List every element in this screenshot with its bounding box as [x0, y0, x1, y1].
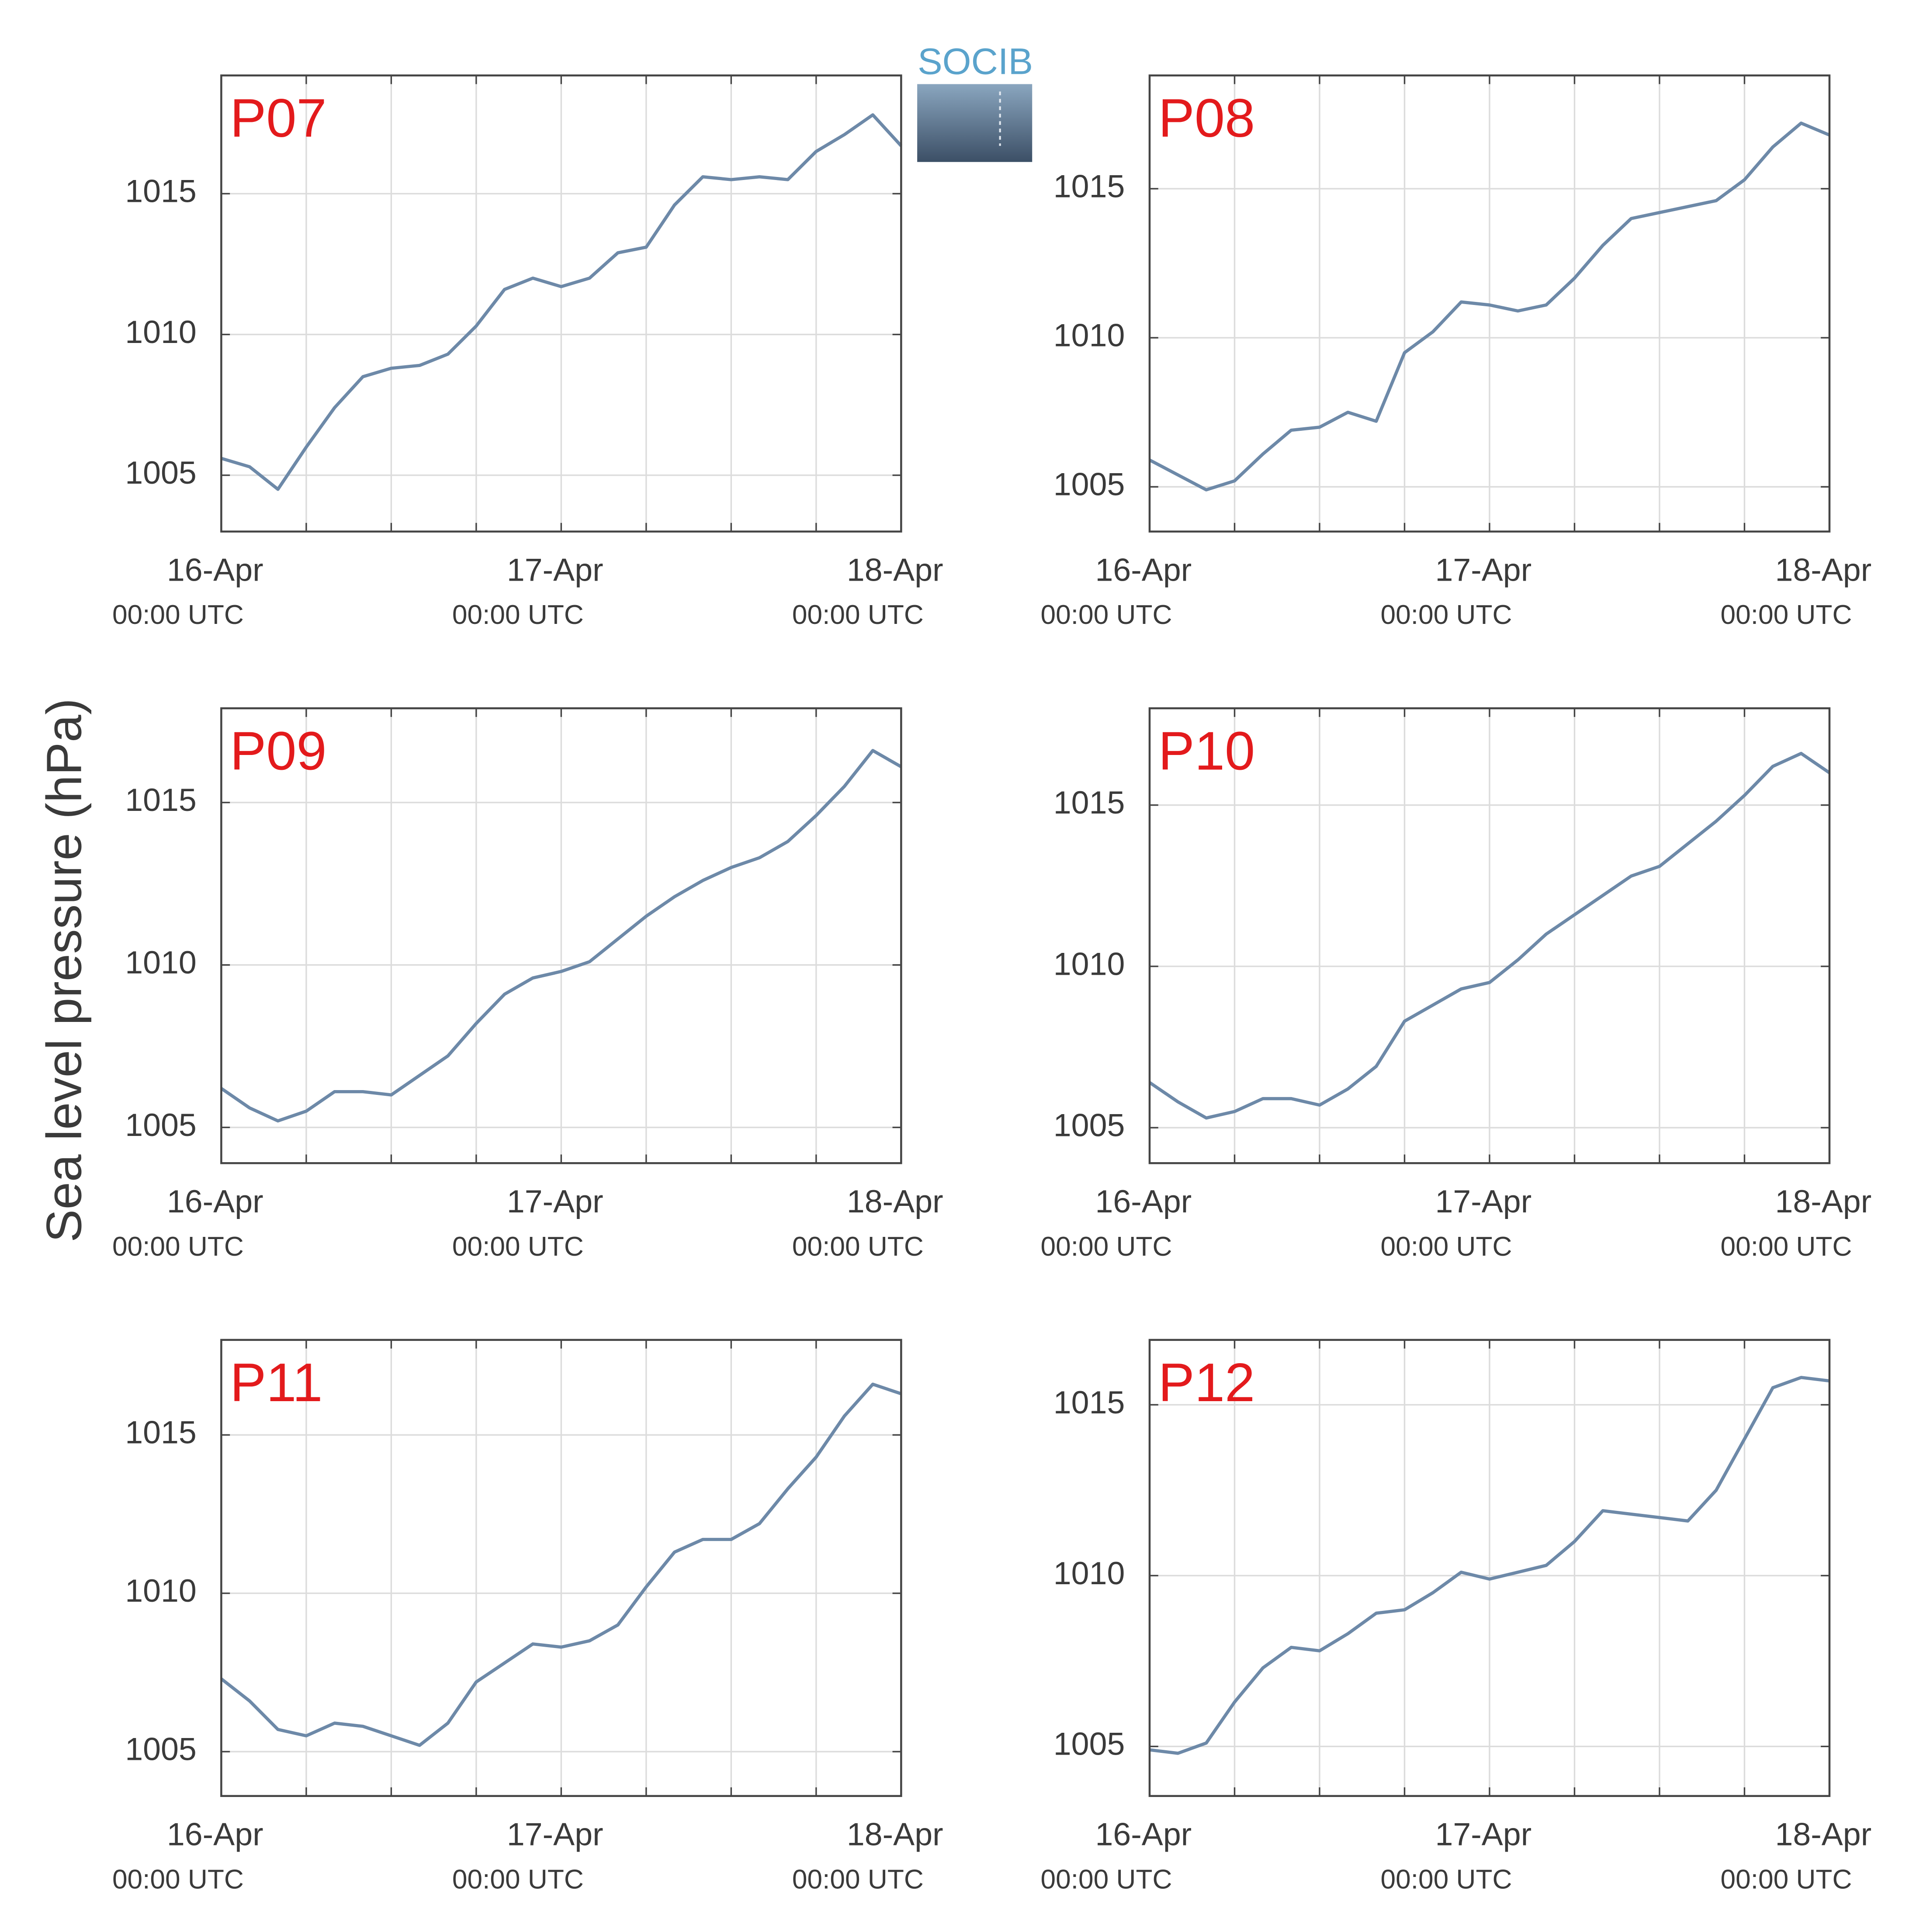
- y-tick-label: 1010: [1053, 1555, 1125, 1591]
- y-tick-label: 1015: [125, 782, 197, 818]
- x-tick-sublabel: 00:00 UTC: [792, 1864, 924, 1894]
- x-tick-sublabel: 00:00 UTC: [1721, 1864, 1852, 1894]
- x-tick-label: 18-Apr: [847, 1183, 943, 1219]
- x-tick-sublabel: 00:00 UTC: [452, 600, 584, 630]
- x-tick-sublabel: 00:00 UTC: [1721, 600, 1852, 630]
- x-tick-label: 16-Apr: [167, 1183, 263, 1219]
- subplot-title: P08: [1158, 88, 1255, 149]
- subplot-title: P11: [230, 1352, 322, 1413]
- subplot: 16-Apr 00:00 UTC 17-Apr 00:00 UTC 18-Apr 00:0…: [112, 74, 943, 630]
- x-tick-label: 17-Apr: [1435, 1816, 1531, 1852]
- x-tick-sublabel: 00:00 UTC: [1381, 600, 1512, 630]
- x-tick-label: 18-Apr: [847, 1816, 943, 1852]
- logo-text: SOCIB: [918, 41, 1033, 82]
- axes-frame: [220, 707, 902, 1164]
- x-tick-sublabel: 00:00 UTC: [112, 600, 244, 630]
- data-line: [1148, 751, 1831, 1120]
- y-tick-label: 1005: [125, 1107, 197, 1143]
- x-tick-sublabel: 00:00 UTC: [1721, 1232, 1852, 1262]
- x-tick-label: 16-Apr: [167, 1816, 263, 1852]
- x-tick-label: 18-Apr: [1775, 1816, 1871, 1852]
- x-tick-label: 17-Apr: [507, 1183, 603, 1219]
- subplot-title: P12: [1158, 1352, 1255, 1413]
- x-tick-label: 16-Apr: [1095, 551, 1192, 588]
- logo-wave: [917, 84, 1032, 162]
- x-tick-sublabel: 00:00 UTC: [1041, 1232, 1172, 1262]
- axes-frame: [220, 1339, 902, 1797]
- x-tick-sublabel: 00:00 UTC: [452, 1864, 584, 1894]
- y-tick-label: 1005: [1053, 1107, 1125, 1143]
- x-tick-label: 18-Apr: [1775, 1183, 1871, 1219]
- data-line: [1149, 121, 1830, 492]
- x-tick-label: 18-Apr: [847, 551, 943, 588]
- data-line: [221, 113, 903, 491]
- y-tick-label: 1010: [125, 944, 197, 980]
- x-tick-label: 16-Apr: [167, 551, 263, 588]
- y-tick-label: 1015: [1053, 1384, 1125, 1420]
- y-tick-label: 1015: [1053, 784, 1125, 821]
- y-tick-label: 1005: [1053, 1726, 1125, 1762]
- x-tick-sublabel: 00:00 UTC: [1381, 1232, 1512, 1262]
- y-tick-label: 1010: [1053, 945, 1125, 982]
- subplot: 16-Apr 00:00 UTC 17-Apr 00:00 UTC 18-Apr 00:0…: [112, 1339, 943, 1894]
- x-tick-label: 17-Apr: [1435, 551, 1531, 588]
- data-line: [220, 1382, 902, 1747]
- subplot: 16-Apr 00:00 UTC 17-Apr 00:00 UTC 18-Apr 00:0…: [1041, 74, 1871, 630]
- y-tick-label: 1005: [125, 454, 197, 491]
- y-tick-label: 1010: [125, 314, 197, 350]
- x-tick-sublabel: 00:00 UTC: [112, 1232, 244, 1262]
- y-axis-label: Sea level pressure (hPa): [36, 698, 91, 1242]
- axes-frame: [1148, 74, 1831, 533]
- y-tick-label: 1015: [125, 173, 197, 209]
- x-tick-sublabel: 00:00 UTC: [792, 600, 924, 630]
- y-tick-label: 1015: [125, 1414, 197, 1451]
- subplot-title: P07: [230, 88, 326, 149]
- y-tick-label: 1005: [125, 1731, 197, 1767]
- axes-frame: [1148, 707, 1831, 1164]
- y-tick-label: 1010: [1053, 317, 1125, 353]
- x-tick-sublabel: 00:00 UTC: [1041, 600, 1172, 630]
- logo: SOCIB: [917, 41, 1033, 162]
- data-line: [220, 749, 902, 1123]
- y-tick-label: 1010: [125, 1572, 197, 1609]
- subplot: 16-Apr 00:00 UTC 17-Apr 00:00 UTC 18-Apr 00:0…: [112, 707, 943, 1262]
- x-tick-label: 16-Apr: [1095, 1183, 1192, 1219]
- x-tick-label: 18-Apr: [1775, 551, 1871, 588]
- x-tick-sublabel: 00:00 UTC: [112, 1864, 244, 1894]
- axes-frame: [220, 74, 902, 533]
- x-tick-label: 17-Apr: [507, 551, 603, 588]
- subplot: 16-Apr 00:00 UTC 17-Apr 00:00 UTC 18-Apr 00:0…: [1041, 1339, 1871, 1894]
- y-tick-label: 1005: [1053, 466, 1125, 502]
- x-tick-label: 16-Apr: [1095, 1816, 1192, 1852]
- subplot-title: P09: [230, 721, 326, 782]
- y-tick-label: 1015: [1053, 168, 1125, 204]
- x-tick-sublabel: 00:00 UTC: [792, 1232, 924, 1262]
- subplot: 16-Apr 00:00 UTC 17-Apr 00:00 UTC 18-Apr 00:0…: [1041, 707, 1871, 1262]
- x-tick-sublabel: 00:00 UTC: [1381, 1864, 1512, 1894]
- x-tick-sublabel: 00:00 UTC: [452, 1232, 584, 1262]
- x-tick-sublabel: 00:00 UTC: [1041, 1864, 1172, 1894]
- subplot-title: P10: [1158, 721, 1255, 782]
- x-tick-label: 17-Apr: [1435, 1183, 1531, 1219]
- axes-frame: [1148, 1339, 1831, 1797]
- data-line: [1149, 1376, 1830, 1755]
- x-tick-label: 17-Apr: [507, 1816, 603, 1852]
